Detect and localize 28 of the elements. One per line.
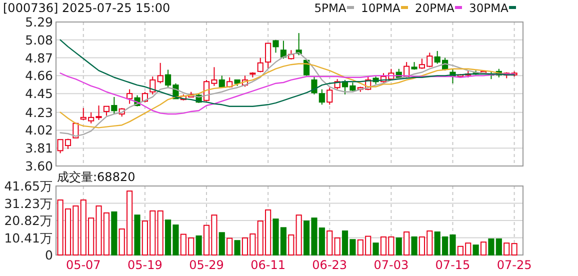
x-tick-label: 05-29 xyxy=(189,258,224,272)
x-tick-label: 06-23 xyxy=(312,258,348,272)
y-tick-label: 31.23万 xyxy=(4,196,53,211)
legend-label: 30PMA xyxy=(469,1,508,15)
y-tick-label: 5.29 xyxy=(25,14,54,30)
y-tick-label: 0 xyxy=(45,248,54,262)
y-tick-label: 4.66 xyxy=(25,68,54,84)
x-tick-label: 05-07 xyxy=(66,258,101,272)
y-tick-label: 10.41万 xyxy=(4,230,53,246)
x-tick-label: 07-03 xyxy=(374,258,409,272)
legend-label: 10PMA xyxy=(361,1,400,15)
y-tick-label: 4.87 xyxy=(25,50,53,66)
y-tick-label: 4.02 xyxy=(25,122,53,138)
y-tick-label: 41.65万 xyxy=(4,178,53,194)
x-tick-label: 05-19 xyxy=(128,258,162,272)
y-tick-label: 3.81 xyxy=(25,140,53,156)
legend-label: 5PMA xyxy=(314,1,346,15)
chart-title: 成交量:68820 xyxy=(57,170,136,184)
x-tick-label: 07-25 xyxy=(496,258,532,272)
x-tick-label: 07-15 xyxy=(435,258,470,272)
chart-title: [000736] 2025-07-25 15:00 xyxy=(3,1,170,15)
x-tick-label: 06-11 xyxy=(250,258,286,272)
y-tick-label: 3.60 xyxy=(25,158,54,174)
y-tick-label: 5.08 xyxy=(25,32,54,48)
legend-label: 20PMA xyxy=(415,1,454,15)
y-tick-label: 20.82万 xyxy=(4,213,53,228)
y-tick-label: 4.45 xyxy=(25,86,53,102)
y-tick-label: 4.23 xyxy=(25,104,53,120)
